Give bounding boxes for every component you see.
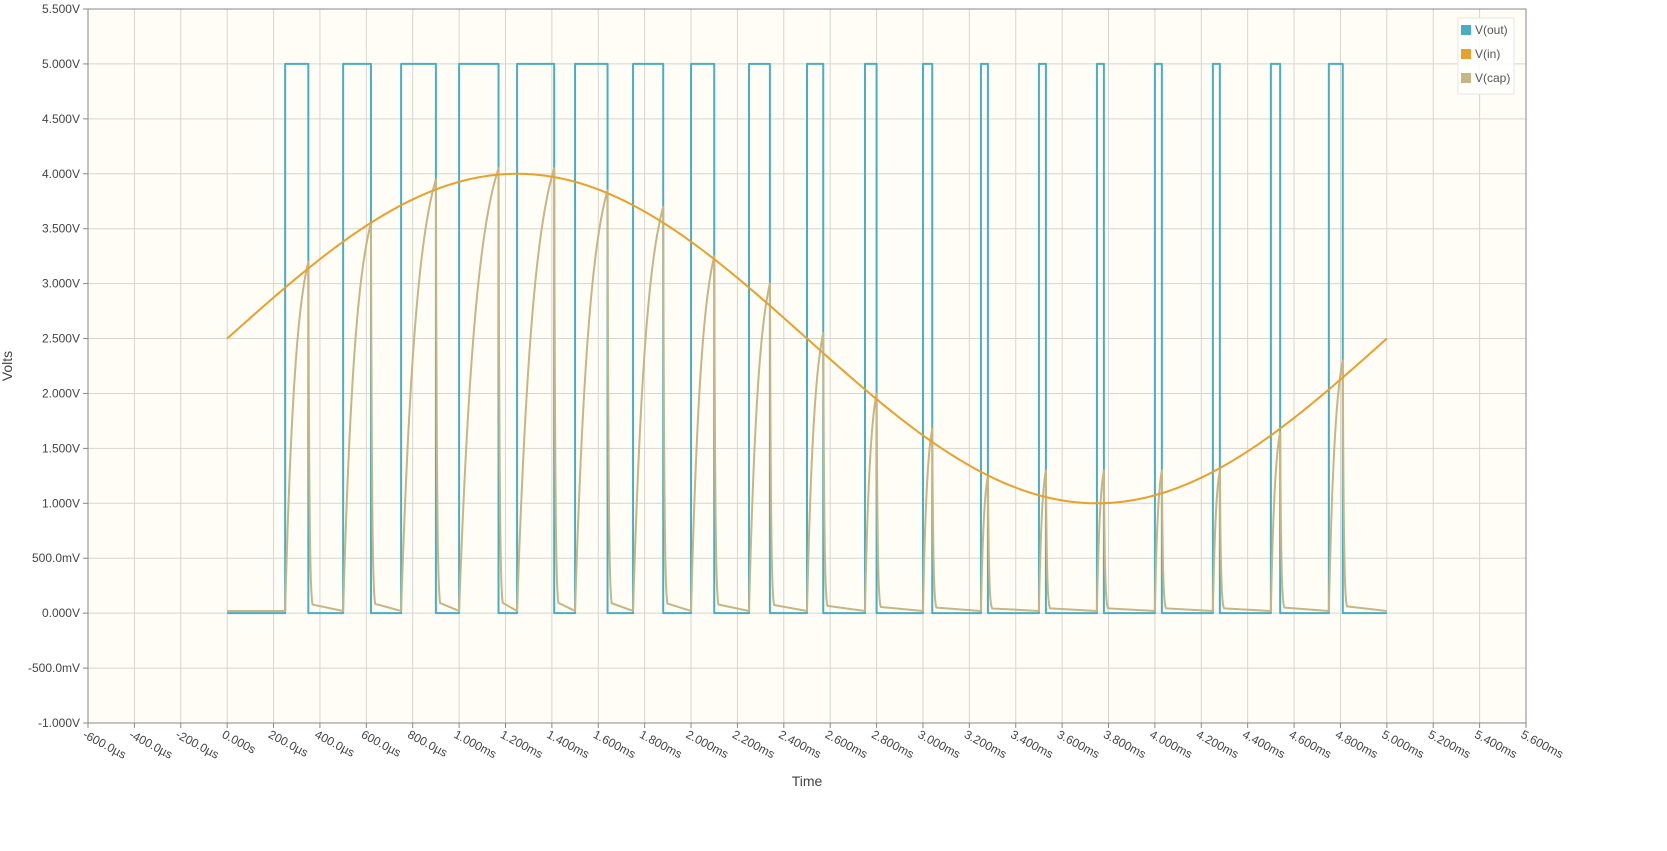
y-tick-label: 2.500V	[42, 332, 80, 346]
series-line-v-in	[226, 172, 1388, 505]
x-tick-label: 3.200ms	[962, 727, 1009, 761]
x-tick-label: 1.200ms	[498, 727, 545, 761]
x-tick-label: -600.0µs	[81, 727, 129, 761]
legend-label: V(cap)	[1475, 71, 1510, 85]
x-tick-label: -200.0µs	[173, 727, 221, 761]
x-tick-label: 1.600ms	[591, 727, 638, 761]
y-tick-label: 1.000V	[42, 496, 80, 510]
x-tick-label: 4.800ms	[1333, 727, 1380, 761]
x-tick-label: 2.200ms	[730, 727, 777, 761]
y-tick-label: 5.000V	[42, 57, 80, 71]
x-tick-label: 4.000ms	[1147, 727, 1194, 761]
x-tick-label: 200.0µs	[266, 727, 310, 760]
y-tick-label: 5.500V	[42, 2, 80, 16]
y-tick-label: -500.0mV	[28, 661, 80, 675]
x-tick-label: 800.0µs	[405, 727, 449, 760]
series-line-v-out	[227, 62, 1387, 615]
legend-label: V(in)	[1475, 47, 1500, 61]
series-layer	[226, 62, 1388, 615]
y-tick-label: 500.0mV	[32, 551, 80, 565]
y-tick-label: 4.000V	[42, 167, 80, 181]
legend-item[interactable]: V(in)	[1461, 47, 1500, 61]
x-tick-label: 1.000ms	[452, 727, 499, 761]
x-tick-label: 4.200ms	[1194, 727, 1241, 761]
legend-item[interactable]: V(cap)	[1461, 71, 1510, 85]
y-tick-label: 4.500V	[42, 112, 80, 126]
legend-label: V(out)	[1475, 23, 1508, 37]
x-tick-label: 4.400ms	[1240, 727, 1287, 761]
y-tick-label: 3.500V	[42, 222, 80, 236]
x-tick-label: 1.800ms	[637, 727, 684, 761]
legend-swatch	[1461, 49, 1471, 59]
legend[interactable]: V(out) V(in) V(cap)	[1457, 17, 1515, 95]
legend-swatch	[1461, 25, 1471, 35]
legend-swatch	[1461, 73, 1471, 83]
x-tick-label: 4.600ms	[1287, 727, 1334, 761]
y-tick-label: 0.000V	[42, 606, 80, 620]
x-tick-label: 5.400ms	[1472, 727, 1519, 761]
x-tick-label: 600.0µs	[359, 727, 403, 760]
x-tick-label: 2.400ms	[776, 727, 823, 761]
series-line-v-cap	[227, 167, 1387, 612]
x-tick-label: 3.400ms	[1008, 727, 1055, 761]
x-tick-label: 5.600ms	[1519, 727, 1566, 761]
x-tick-label: 2.600ms	[823, 727, 870, 761]
y-axis-ticks: 5.500V 5.000V 4.500V 4.000V 3.500V 3.000V 2.50…	[28, 2, 88, 730]
x-tick-label: 5.000ms	[1379, 727, 1426, 761]
y-axis-title: Volts	[0, 351, 15, 381]
x-tick-label: 5.200ms	[1426, 727, 1473, 761]
y-tick-label: 2.000V	[42, 386, 80, 400]
x-tick-label: -400.0µs	[127, 727, 175, 761]
plot-frame	[87, 8, 1527, 724]
x-axis-title: Time	[792, 773, 823, 789]
x-tick-label: 1.400ms	[544, 727, 591, 761]
y-tick-label: 1.500V	[42, 441, 80, 455]
x-tick-label: 3.600ms	[1055, 727, 1102, 761]
x-tick-label: 400.0µs	[313, 727, 357, 760]
y-tick-label: 3.000V	[42, 277, 80, 291]
x-tick-label: 3.800ms	[1101, 727, 1148, 761]
x-tick-label: 3.000ms	[916, 727, 963, 761]
legend-item[interactable]: V(out)	[1461, 23, 1508, 37]
y-tick-label: -1.000V	[38, 716, 80, 730]
x-tick-label: 2.000ms	[684, 727, 731, 761]
x-tick-label: 2.800ms	[869, 727, 916, 761]
x-tick-label: 0.000s	[220, 727, 258, 756]
